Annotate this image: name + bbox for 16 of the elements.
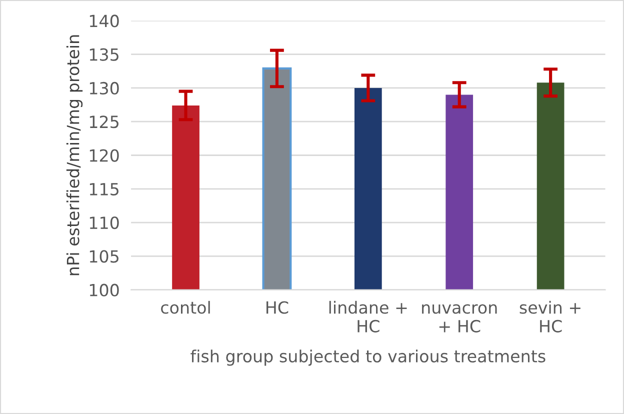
- y-tick-label: 100: [90, 284, 119, 296]
- y-tick-label: 105: [90, 250, 118, 263]
- y-tick-label: 120: [90, 149, 119, 162]
- y-tick-label: 130: [90, 82, 119, 95]
- x-tick-label: lindane + HC: [329, 300, 407, 332]
- y-tick-label: 125: [90, 116, 118, 128]
- y-tick-label: 115: [90, 183, 118, 196]
- y-tick-label: 140: [90, 14, 119, 28]
- x-axis-title: fish group subjected to various treatments: [190, 350, 546, 366]
- x-tick-label: contol: [161, 300, 210, 314]
- y-tick-label: 135: [90, 48, 118, 61]
- y-axis-title: nPi esterified/min/mg protein: [66, 35, 83, 276]
- x-tick-label: sevin + HC: [520, 300, 580, 332]
- x-tick-label: HC: [266, 301, 288, 314]
- y-tick-label: 110: [90, 216, 119, 230]
- x-tick-label: nuvacron + HC: [422, 304, 497, 332]
